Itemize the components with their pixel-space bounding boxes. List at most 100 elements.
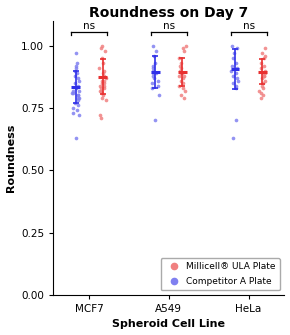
Point	[181, 95, 186, 100]
Point	[98, 88, 102, 93]
Point	[177, 55, 182, 61]
Point	[98, 85, 103, 91]
Point	[262, 68, 267, 73]
Point	[233, 118, 238, 123]
Text: ns: ns	[83, 21, 95, 31]
Point	[70, 88, 75, 93]
Point	[74, 63, 79, 68]
Point	[263, 46, 268, 51]
Point	[229, 68, 234, 73]
Point	[75, 60, 79, 66]
Point	[156, 93, 161, 98]
Point	[74, 85, 78, 91]
Y-axis label: Roundness: Roundness	[6, 124, 16, 192]
Point	[155, 83, 160, 88]
Point	[70, 105, 75, 111]
Point	[153, 118, 157, 123]
Point	[261, 55, 266, 61]
Point	[234, 46, 239, 51]
Point	[236, 78, 241, 83]
Point	[231, 135, 235, 141]
Point	[234, 70, 239, 76]
Point	[100, 55, 105, 61]
Point	[259, 83, 264, 88]
Point	[231, 55, 235, 61]
Point	[180, 80, 185, 86]
Point	[155, 78, 160, 83]
Point	[259, 65, 264, 71]
Point	[150, 80, 155, 86]
Point	[182, 48, 186, 53]
Point	[99, 90, 104, 96]
Point	[260, 51, 264, 56]
Point	[150, 85, 155, 91]
Point	[178, 78, 183, 83]
Point	[73, 135, 78, 141]
Point	[74, 108, 79, 113]
Point	[233, 85, 238, 91]
Point	[102, 85, 106, 91]
Point	[179, 93, 183, 98]
Point	[260, 75, 264, 81]
Point	[184, 43, 188, 48]
Text: ns: ns	[163, 21, 175, 31]
Point	[262, 70, 267, 76]
Point	[100, 43, 104, 48]
Point	[77, 78, 81, 83]
Point	[154, 70, 159, 76]
Point	[181, 46, 186, 51]
Point	[72, 80, 77, 86]
Point	[97, 65, 101, 71]
Point	[231, 73, 236, 78]
Point	[76, 95, 81, 100]
Point	[180, 70, 184, 76]
Point	[231, 51, 236, 56]
Point	[261, 80, 265, 86]
Point	[151, 73, 155, 78]
Point	[229, 63, 234, 68]
Point	[179, 65, 183, 71]
Point	[73, 73, 77, 78]
Point	[150, 68, 155, 73]
Point	[262, 53, 267, 58]
Point	[182, 73, 186, 78]
Point	[177, 73, 182, 78]
Point	[76, 88, 81, 93]
Point	[230, 43, 235, 48]
Point	[233, 60, 238, 66]
Point	[261, 73, 266, 78]
Point	[258, 90, 263, 96]
Point	[256, 88, 261, 93]
Point	[179, 60, 183, 66]
Point	[151, 65, 155, 71]
Point	[258, 60, 263, 66]
Point	[75, 93, 80, 98]
Point	[101, 68, 106, 73]
Point	[235, 65, 240, 71]
Point	[151, 63, 156, 68]
Point	[74, 70, 79, 76]
Point	[263, 78, 268, 83]
Point	[99, 78, 104, 83]
Point	[151, 70, 155, 76]
X-axis label: Spheroid Cell Line: Spheroid Cell Line	[112, 320, 225, 329]
Legend: Millicell® ULA Plate, Competitor A Plate: Millicell® ULA Plate, Competitor A Plate	[161, 258, 280, 290]
Point	[75, 98, 80, 103]
Point	[177, 68, 182, 73]
Point	[262, 63, 267, 68]
Point	[74, 65, 78, 71]
Point	[104, 98, 108, 103]
Point	[97, 113, 102, 118]
Point	[77, 113, 81, 118]
Point	[100, 80, 105, 86]
Title: Roundness on Day 7: Roundness on Day 7	[89, 6, 249, 19]
Point	[73, 100, 78, 106]
Point	[102, 80, 106, 86]
Point	[104, 75, 108, 81]
Point	[76, 93, 80, 98]
Point	[73, 85, 78, 91]
Point	[154, 48, 159, 53]
Point	[261, 85, 265, 91]
Point	[261, 73, 266, 78]
Point	[260, 70, 265, 76]
